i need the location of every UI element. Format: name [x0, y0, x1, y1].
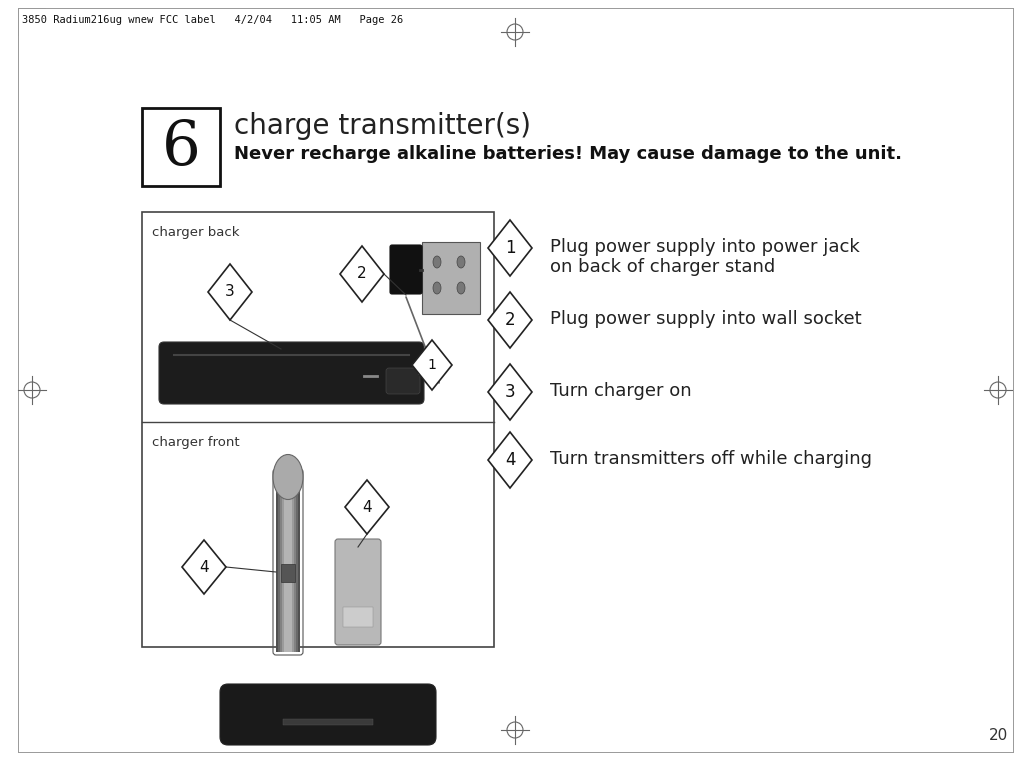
- Text: 2: 2: [357, 267, 367, 281]
- Bar: [282, 472, 294, 652]
- Ellipse shape: [433, 282, 441, 294]
- Text: 6: 6: [162, 117, 200, 177]
- Bar: [422, 242, 480, 314]
- Text: 1: 1: [428, 358, 436, 372]
- Text: 4: 4: [199, 559, 209, 575]
- Text: Turn transmitters off while charging: Turn transmitters off while charging: [550, 450, 872, 468]
- Ellipse shape: [433, 256, 441, 268]
- Text: 1: 1: [505, 239, 516, 257]
- Ellipse shape: [457, 282, 465, 294]
- Bar: [282, 719, 373, 725]
- FancyBboxPatch shape: [159, 342, 424, 404]
- Bar: [343, 607, 373, 627]
- FancyBboxPatch shape: [335, 539, 381, 645]
- Text: Plug power supply into power jack: Plug power supply into power jack: [550, 238, 860, 256]
- Polygon shape: [488, 432, 532, 488]
- Bar: [280, 472, 296, 652]
- Text: 3: 3: [505, 383, 516, 401]
- Text: 3: 3: [225, 284, 235, 299]
- Polygon shape: [340, 246, 384, 302]
- Bar: [142, 108, 220, 186]
- Polygon shape: [488, 220, 532, 276]
- Text: 20: 20: [989, 728, 1008, 743]
- FancyBboxPatch shape: [386, 368, 420, 394]
- Bar: [281, 564, 295, 582]
- Text: Turn charger on: Turn charger on: [550, 382, 692, 400]
- Text: charge transmitter(s): charge transmitter(s): [234, 112, 531, 140]
- Text: 4: 4: [362, 499, 372, 515]
- Bar: [142, 212, 494, 647]
- Polygon shape: [488, 364, 532, 420]
- Text: 2: 2: [505, 311, 516, 329]
- Polygon shape: [412, 340, 452, 390]
- Text: 4: 4: [505, 451, 516, 469]
- Ellipse shape: [457, 256, 465, 268]
- Polygon shape: [488, 292, 532, 348]
- Text: 3850 Radium216ug wnew FCC label   4/2/04   11:05 AM   Page 26: 3850 Radium216ug wnew FCC label 4/2/04 1…: [22, 15, 403, 25]
- Text: Never recharge alkaline batteries! May cause damage to the unit.: Never recharge alkaline batteries! May c…: [234, 145, 902, 163]
- Bar: [278, 472, 298, 652]
- Text: Plug power supply into wall socket: Plug power supply into wall socket: [550, 310, 862, 328]
- Ellipse shape: [273, 454, 303, 499]
- Polygon shape: [182, 540, 226, 594]
- FancyBboxPatch shape: [390, 245, 422, 294]
- Text: charger front: charger front: [152, 436, 239, 449]
- Bar: [284, 472, 292, 652]
- Polygon shape: [345, 480, 389, 534]
- Polygon shape: [208, 264, 252, 320]
- FancyBboxPatch shape: [220, 684, 436, 745]
- Bar: [276, 472, 300, 652]
- Text: charger back: charger back: [152, 226, 239, 239]
- Text: on back of charger stand: on back of charger stand: [550, 258, 775, 276]
